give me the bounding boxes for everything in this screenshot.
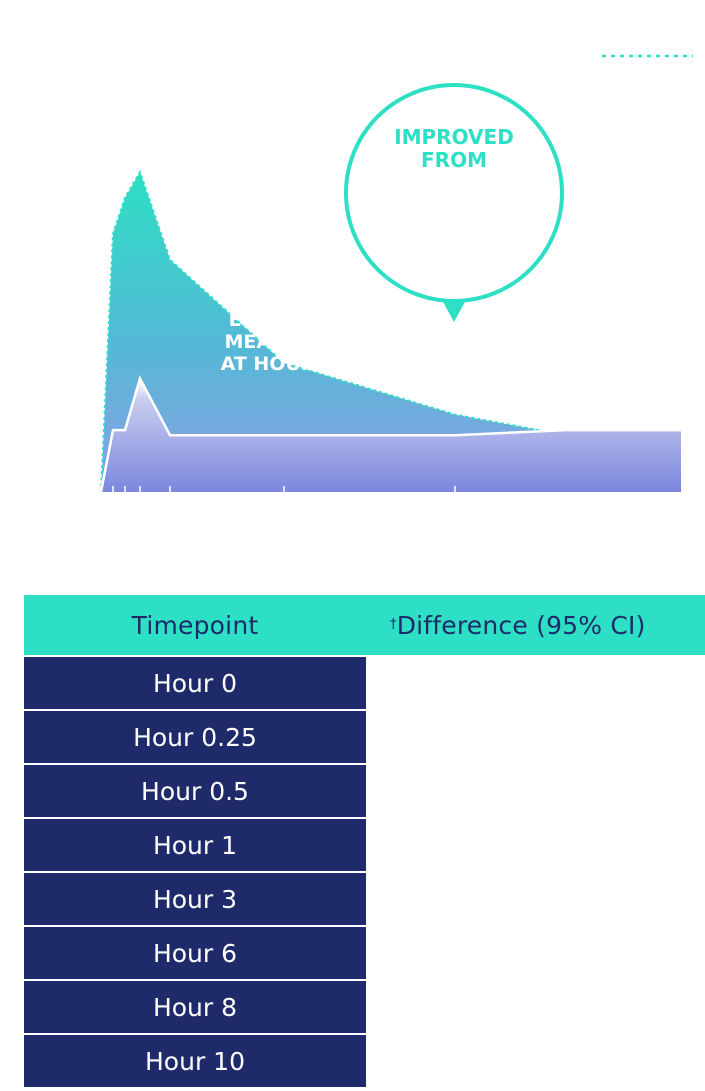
series-2-line <box>99 375 681 493</box>
results-table: Timepoint † Difference (95% CI) Hour 0 Ho… <box>24 595 705 1087</box>
area-chart: PRIMARY ENDPOINT MEASURED AT HOUR 3 1 IM… <box>99 83 682 493</box>
header-difference-label: Difference (95% CI) <box>396 610 646 640</box>
header-difference: † Difference (95% CI) <box>390 610 646 640</box>
header-timepoint: Timepoint <box>131 610 259 640</box>
table-header: Timepoint † Difference (95% CI) <box>24 595 705 655</box>
table-row: Hour 1 <box>24 817 705 871</box>
annotation-line-3: MEASURED <box>224 331 343 353</box>
row-label: Hour 6 <box>24 927 366 979</box>
row-value <box>366 1035 705 1087</box>
row-label: Hour 1 <box>24 819 366 871</box>
row-label: Hour 8 <box>24 981 366 1033</box>
row-value <box>366 711 705 763</box>
row-label: Hour 10 <box>24 1035 366 1087</box>
callout-bubble: IMPROVED FROM <box>344 83 564 322</box>
row-label: Hour 0 <box>24 657 366 709</box>
table-row: Hour 3 <box>24 871 705 925</box>
series-1-area <box>101 172 681 492</box>
annotation-line-4: AT HOUR 3 <box>221 353 336 375</box>
row-value <box>366 981 705 1033</box>
annotation-line-1: PRIMARY <box>236 287 333 309</box>
row-value <box>366 819 705 871</box>
row-value <box>366 765 705 817</box>
row-value <box>366 927 705 979</box>
table-row: Hour 0.5 <box>24 763 705 817</box>
row-value <box>366 657 705 709</box>
table-row: Hour 0.25 <box>24 709 705 763</box>
table-row: Hour 10 <box>24 1033 705 1087</box>
table-row: Hour 8 <box>24 979 705 1033</box>
annotation-line-2: ENDPOINT <box>229 309 340 331</box>
legend-dotted-line <box>602 54 693 58</box>
annotation-arrow-icon <box>276 265 294 279</box>
row-label: Hour 3 <box>24 873 366 925</box>
callout-line-1: IMPROVED <box>394 125 514 149</box>
table-row: Hour 0 <box>24 655 705 709</box>
annotation-superscript: 1 <box>339 351 347 364</box>
table-row: Hour 6 <box>24 925 705 979</box>
row-value <box>366 873 705 925</box>
series-1-line <box>100 169 682 493</box>
row-label: Hour 0.5 <box>24 765 366 817</box>
row-label: Hour 0.25 <box>24 711 366 763</box>
callout-line-2: FROM <box>421 148 487 172</box>
